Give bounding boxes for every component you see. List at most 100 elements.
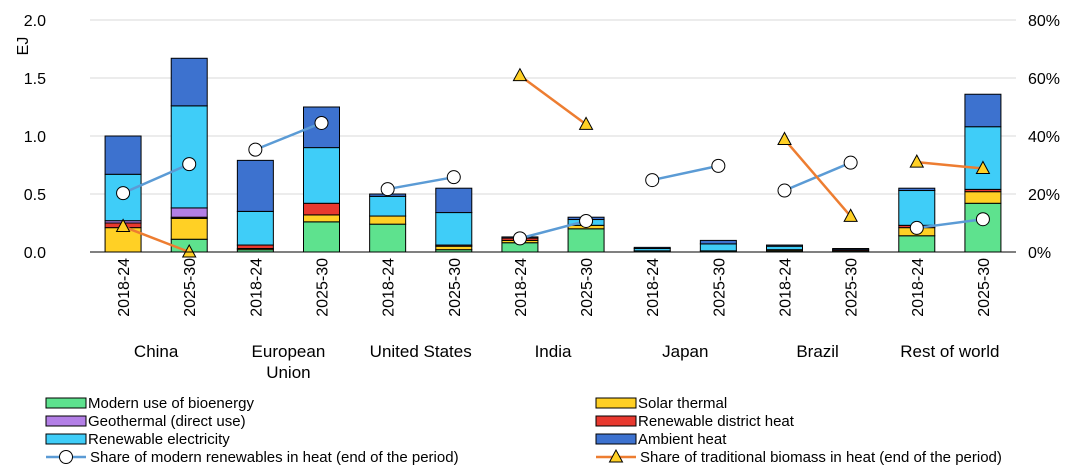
group-label: Japan xyxy=(662,342,708,361)
legend-label: Share of modern renewables in heat (end … xyxy=(90,449,459,466)
share-line-segment xyxy=(783,138,852,218)
modern-share-point xyxy=(645,173,660,188)
modern-share-point xyxy=(843,155,858,170)
traditional-share-point xyxy=(115,218,131,232)
traditional-share-point xyxy=(777,131,792,145)
x-tick-label: 2018-24 xyxy=(513,258,530,317)
group-label: Brazil xyxy=(796,342,839,361)
bar-segment xyxy=(964,191,1002,204)
bar-segment xyxy=(766,244,803,247)
bar-stacks xyxy=(104,57,1002,253)
bar-segment xyxy=(898,187,936,192)
bar-segment xyxy=(236,159,274,212)
modern-share-point xyxy=(116,186,131,201)
legend-swatch xyxy=(595,397,637,409)
modern-share-point xyxy=(446,170,461,185)
traditional-share-point xyxy=(975,160,991,174)
legend-swatch xyxy=(45,397,87,409)
y2-tick-label: 60% xyxy=(1028,71,1060,88)
modern-share-point xyxy=(909,220,924,235)
share-line-segment xyxy=(519,219,587,240)
bar-segment xyxy=(964,93,1002,128)
modern-share-point xyxy=(182,157,197,172)
y2-tick-label: 40% xyxy=(1028,129,1060,146)
bar-segment xyxy=(170,57,208,107)
y-tick-label: 2.0 xyxy=(24,13,46,30)
legend-label: Renewable district heat xyxy=(638,413,795,430)
legend-swatch xyxy=(595,433,637,445)
legend-label: Renewable electricity xyxy=(88,431,230,448)
traditional-share-point xyxy=(843,208,858,222)
group-label: China xyxy=(134,342,179,361)
bar-segment xyxy=(435,187,473,214)
traditional-share-point xyxy=(578,116,594,130)
legend-label: Ambient heat xyxy=(638,431,727,448)
y-tick-label: 1.5 xyxy=(24,71,46,88)
bar-segment xyxy=(303,147,340,204)
bar-segment xyxy=(567,228,605,253)
modern-share-point xyxy=(777,183,792,198)
share-line-segment xyxy=(519,74,587,126)
legend-label: Geothermal (direct use) xyxy=(88,413,246,430)
axes: EJ 0.0 0.5 1.0 1.5 2.0 0% 20% 40% 60% 80% xyxy=(15,13,1060,262)
modern-share-point xyxy=(711,158,726,173)
bar-segment xyxy=(964,126,1002,190)
legend: Modern use of bioenergy Solar thermal Geot… xyxy=(45,395,1002,466)
y2-tick-label: 20% xyxy=(1028,187,1060,204)
share-line-segment xyxy=(387,175,455,191)
x-tick-label: 2018-24 xyxy=(116,258,133,317)
share-line-segment xyxy=(916,217,984,230)
gridlines xyxy=(90,19,1016,195)
modern-share-point xyxy=(579,213,594,228)
group-label: Union xyxy=(266,363,310,382)
bar-segment xyxy=(170,217,208,240)
legend-label: Solar thermal xyxy=(638,395,727,412)
bar-segment xyxy=(369,195,407,217)
x-tick-label: 2025-30 xyxy=(315,258,332,317)
group-label: India xyxy=(535,342,572,361)
x-tick-label: 2018-24 xyxy=(381,258,398,317)
bar-segment xyxy=(170,105,208,209)
bar-segment xyxy=(699,243,737,252)
bar-segment xyxy=(369,223,407,253)
group-label: United States xyxy=(370,342,472,361)
bar-segment xyxy=(303,214,340,223)
x-axis-labels: 2018-24 2025-30 2018-24 2025-30 2018-24 2025-… xyxy=(116,258,999,382)
legend-swatch xyxy=(595,415,637,427)
legend-label: Share of traditional biomass in heat (en… xyxy=(640,449,1002,466)
y2-tick-label: 0% xyxy=(1028,245,1051,262)
bar-segment xyxy=(898,235,936,253)
share-line-segment xyxy=(651,164,719,182)
x-tick-label: 2025-30 xyxy=(447,258,464,317)
bar-segment xyxy=(303,221,340,253)
bar-segment xyxy=(964,202,1002,253)
bar-segment xyxy=(699,239,737,245)
y2-tick-label: 80% xyxy=(1028,13,1060,30)
bar-segment xyxy=(369,215,407,225)
x-tick-label: 2025-30 xyxy=(976,258,993,317)
share-line-segment xyxy=(122,162,190,195)
y-tick-label: 0.0 xyxy=(24,245,46,262)
modern-share-point xyxy=(512,231,527,246)
y-tick-label: 1.0 xyxy=(24,129,46,146)
x-tick-label: 2025-30 xyxy=(579,258,596,317)
legend-swatch xyxy=(45,415,87,427)
y-tick-label: 0.5 xyxy=(24,187,46,204)
x-tick-label: 2018-24 xyxy=(910,258,927,317)
y-axis-label: EJ xyxy=(15,37,32,56)
bar-segment xyxy=(170,207,208,218)
traditional-share-point xyxy=(512,67,528,82)
x-tick-label: 2018-24 xyxy=(778,258,795,317)
modern-share-point xyxy=(248,142,263,157)
legend-label: Modern use of bioenergy xyxy=(88,395,254,412)
bar-segment xyxy=(104,135,142,175)
modern-share-point xyxy=(975,212,990,227)
share-lines xyxy=(115,67,991,258)
bar-segment xyxy=(303,202,340,216)
bar-segment xyxy=(832,248,870,251)
bar-segment xyxy=(898,190,936,226)
traditional-share-point xyxy=(909,154,925,168)
x-tick-label: 2025-30 xyxy=(844,258,861,317)
share-line-segment xyxy=(916,160,984,170)
legend-triangle-marker xyxy=(608,448,624,463)
